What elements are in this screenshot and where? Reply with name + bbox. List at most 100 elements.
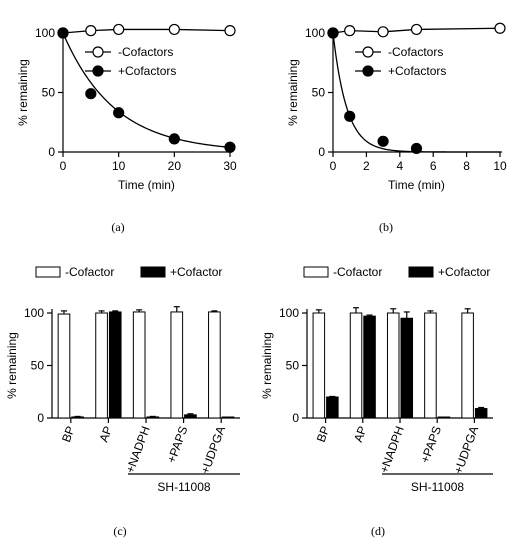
category-label: +UDPGA <box>198 424 228 475</box>
y-tick-label: 100 <box>24 306 44 320</box>
x-tick-label: 0 <box>330 159 337 173</box>
category-label: +PAPS <box>418 424 444 465</box>
y-tick-label: 0 <box>48 145 55 159</box>
x-tick-label: 4 <box>396 159 403 173</box>
y-tick-label: 100 <box>35 26 55 40</box>
bar <box>326 396 339 419</box>
bar <box>424 312 437 419</box>
category-label: +NADPH <box>123 424 153 475</box>
bar <box>461 312 474 419</box>
bar <box>108 311 122 419</box>
x-tick-label: 30 <box>223 159 237 173</box>
bar <box>57 313 71 419</box>
x-axis-label: Time (min) <box>118 178 175 192</box>
y-axis-label: % remaining <box>5 332 19 399</box>
x-axis-label: Time (min) <box>388 178 445 192</box>
legend-label: -Cofactor <box>65 265 114 279</box>
data-point <box>85 88 97 100</box>
x-tick-label: 8 <box>463 159 470 173</box>
y-tick-label: 0 <box>318 145 325 159</box>
legend-marker <box>362 65 374 77</box>
x-tick-label: 0 <box>60 159 67 173</box>
y-tick-label: 50 <box>42 86 56 100</box>
bar <box>170 311 184 419</box>
data-point <box>57 27 69 39</box>
y-tick-label: 0 <box>37 411 44 425</box>
data-point <box>327 27 339 39</box>
bar <box>146 416 160 419</box>
data-point <box>344 110 356 122</box>
legend-label: +Cofactor <box>170 265 222 279</box>
legend-label: -Cofactors <box>118 45 173 59</box>
bar <box>386 312 400 419</box>
y-tick-label: 50 <box>286 359 300 373</box>
legend-swatch <box>35 266 61 278</box>
bar <box>349 312 363 419</box>
legend-marker <box>92 65 104 77</box>
legend-label: +Cofactors <box>388 64 446 78</box>
x-tick-label: 2 <box>363 159 370 173</box>
y-axis-label: % remaining <box>260 332 274 399</box>
panel-caption: (b) <box>379 220 393 234</box>
y-tick-label: 50 <box>31 359 45 373</box>
category-label: +PAPS <box>164 424 190 465</box>
legend-marker <box>92 46 104 58</box>
group-label: SH-11008 <box>411 480 464 494</box>
bar <box>71 416 84 419</box>
legend-swatch <box>140 266 166 278</box>
legend-label: -Cofactor <box>333 265 382 279</box>
panel-b: 0 50 100 % remaining 0 2 4 6 8 10 Time (min) -Cofac… <box>286 22 507 234</box>
panel-c: 0 50 100 % remaining BP AP +NADPH +PAPS +UDPGA SH… <box>5 265 240 538</box>
data-point <box>494 22 506 34</box>
fit-curve-plus-cofactors <box>62 32 231 148</box>
legend-swatch <box>303 266 329 278</box>
panel-a: 0 50 100 % remaining 0 10 20 30 Time (min) -Cofac… <box>16 23 237 234</box>
x-tick-label: 6 <box>430 159 437 173</box>
legend-label: -Cofactors <box>388 45 443 59</box>
x-tick-label: 10 <box>493 159 507 173</box>
bar <box>363 315 376 419</box>
category-label: AP <box>97 424 116 444</box>
legend-label: +Cofactor <box>438 265 490 279</box>
x-tick-label: 20 <box>168 159 182 173</box>
data-point <box>410 23 423 36</box>
x-tick-label: 10 <box>112 159 126 173</box>
y-axis-label: % remaining <box>286 59 300 126</box>
legend-label: +Cofactors <box>118 64 176 78</box>
category-label: +UDPGA <box>451 424 481 475</box>
data-point <box>344 25 356 37</box>
bar <box>474 408 488 419</box>
category-label: AP <box>351 424 370 444</box>
bar <box>208 311 221 419</box>
bar <box>184 414 197 419</box>
data-point <box>377 135 389 147</box>
y-tick-label: 100 <box>305 26 325 40</box>
data-point <box>85 25 97 37</box>
panel-caption: (c) <box>113 524 126 538</box>
legend-marker <box>362 46 374 58</box>
data-point <box>410 142 423 155</box>
panel-caption: (a) <box>111 220 124 234</box>
data-point <box>224 141 236 153</box>
panel-d: 0 50 100 % remaining BP AP +NADPH +PAPS +UDPGA SH… <box>260 265 493 538</box>
bar <box>312 312 326 419</box>
y-tick-label: 50 <box>312 86 326 100</box>
category-label: BP <box>314 424 333 444</box>
bar <box>95 312 108 419</box>
category-label: +NADPH <box>377 424 407 475</box>
data-point <box>224 25 236 37</box>
group-label: SH-11008 <box>157 480 210 494</box>
bar <box>400 317 414 419</box>
y-tick-label: 0 <box>292 411 299 425</box>
panel-caption: (d) <box>371 524 385 538</box>
category-label: BP <box>59 424 78 444</box>
bar <box>132 311 146 419</box>
data-point <box>168 23 180 36</box>
data-point <box>377 26 389 38</box>
y-tick-label: 100 <box>279 306 299 320</box>
data-point <box>113 23 125 36</box>
legend-swatch <box>408 266 434 278</box>
data-point <box>113 107 125 119</box>
data-point <box>168 133 180 145</box>
